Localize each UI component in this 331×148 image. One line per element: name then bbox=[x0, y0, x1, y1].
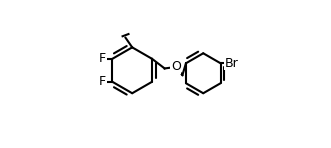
Text: F: F bbox=[99, 52, 106, 65]
Text: Br: Br bbox=[225, 57, 239, 70]
Text: F: F bbox=[99, 75, 106, 88]
Text: O: O bbox=[171, 61, 181, 73]
